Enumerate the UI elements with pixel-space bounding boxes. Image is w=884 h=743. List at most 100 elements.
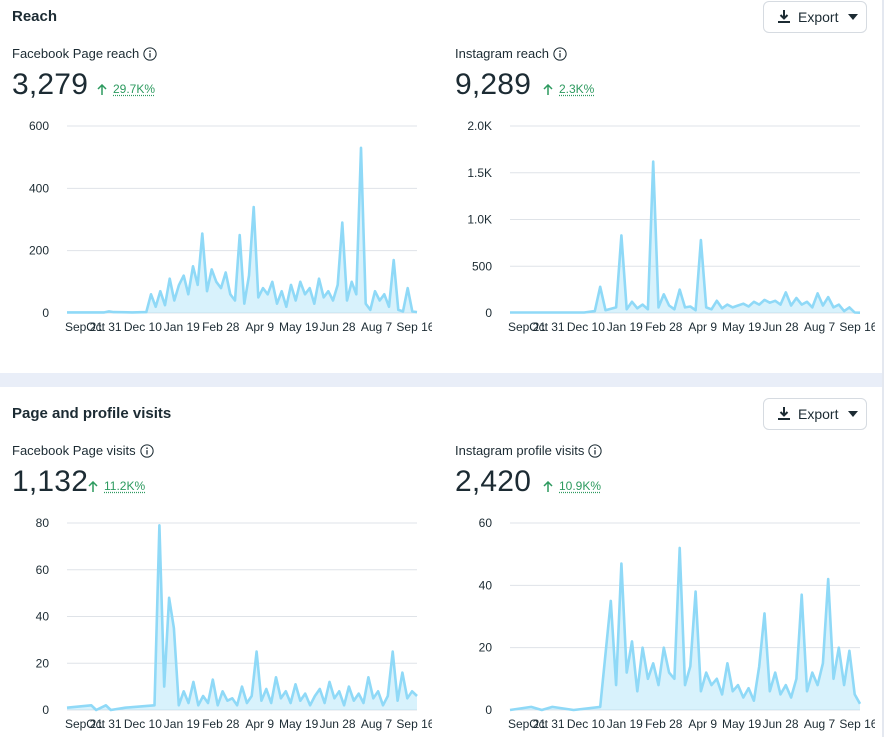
x-tick-label: Feb 28 <box>202 717 240 731</box>
metric-change: 2.3K% <box>543 82 594 96</box>
x-tick-label: Apr 9 <box>245 320 274 334</box>
x-tick-label: Feb 28 <box>202 320 240 334</box>
arrow-up-icon <box>88 480 98 492</box>
instagram-profile-visits-panel: Instagram profile visits 2,420 10.9K% 0 2… <box>455 443 884 743</box>
caret-down-icon <box>848 411 859 417</box>
info-icon[interactable] <box>553 46 567 61</box>
metric-change: 29.7K% <box>97 82 155 96</box>
y-tick-label: 200 <box>29 244 49 258</box>
arrow-up-icon <box>543 83 553 95</box>
y-tick-label: 2.0K <box>467 119 492 133</box>
x-tick-label: Aug 7 <box>804 717 836 731</box>
visits-title: Page and profile visits <box>12 405 172 422</box>
x-tick-label: Sep 21 <box>65 320 103 334</box>
x-tick-label: Jun 28 <box>320 717 356 731</box>
y-tick-label: 60 <box>36 563 50 577</box>
change-percent: 2.3K% <box>559 82 595 96</box>
section-divider <box>0 373 884 387</box>
x-tick-label: Oct 31 <box>86 717 122 731</box>
caret-down-icon <box>848 14 859 20</box>
y-tick-label: 40 <box>36 610 50 624</box>
y-tick-label: 20 <box>36 656 50 670</box>
instagram-reach-panel: Instagram reach 9,289 2.3K% 0 500 1.0K 1.5K… <box>455 46 884 346</box>
x-tick-label: Jun 28 <box>763 717 799 731</box>
y-tick-label: 0 <box>485 703 492 717</box>
x-tick-label: Oct 31 <box>529 717 565 731</box>
x-tick-label: Feb 28 <box>645 320 683 334</box>
series-area <box>510 161 860 313</box>
x-tick-label: Jun 28 <box>763 320 799 334</box>
y-tick-label: 0 <box>42 306 49 320</box>
x-tick-label: May 19 <box>279 320 319 334</box>
download-icon <box>778 407 790 420</box>
metric-label: Instagram reach <box>455 46 549 61</box>
x-tick-label: Jan 19 <box>164 717 200 731</box>
metric-value: 1,132 <box>12 465 89 498</box>
x-tick-label: Apr 9 <box>688 320 717 334</box>
series-line <box>66 524 418 712</box>
info-icon[interactable] <box>143 46 157 61</box>
x-tick-label: Feb 28 <box>645 717 683 731</box>
metric-label: Instagram profile visits <box>455 443 585 458</box>
x-tick-label: Sep 16 <box>839 320 875 334</box>
x-tick-label: Jun 28 <box>320 320 356 334</box>
x-tick-label: Oct 31 <box>529 320 565 334</box>
metric-label: Facebook Page visits <box>12 443 136 458</box>
x-tick-label: Aug 7 <box>804 320 836 334</box>
change-percent: 29.7K% <box>113 82 156 96</box>
change-percent: 11.2K% <box>104 479 146 493</box>
y-tick-label: 400 <box>29 181 49 195</box>
y-tick-label: 60 <box>479 516 493 530</box>
x-tick-label: Jan 19 <box>607 320 643 334</box>
arrow-up-icon <box>543 480 553 492</box>
change-percent: 10.9K% <box>559 479 602 493</box>
x-tick-label: Apr 9 <box>245 717 274 731</box>
x-tick-label: May 19 <box>722 320 762 334</box>
reach-section: Reach Export Facebook Page reach 3,279 2… <box>12 1 884 346</box>
y-tick-label: 0 <box>485 306 492 320</box>
info-icon[interactable] <box>139 443 154 458</box>
metric-label: Facebook Page reach <box>12 46 140 61</box>
series-line <box>509 546 862 712</box>
x-tick-label: May 19 <box>279 717 319 731</box>
x-tick-label: Sep 16 <box>396 717 432 731</box>
x-tick-label: May 19 <box>722 717 762 731</box>
export-label: Export <box>798 406 839 422</box>
metric-change: 11.2K% <box>88 479 145 493</box>
series-line <box>510 160 861 314</box>
x-tick-label: Dec 10 <box>124 717 162 731</box>
y-tick-label: 600 <box>29 119 49 133</box>
x-tick-label: Dec 10 <box>567 320 605 334</box>
facebook-page-visits-panel: Facebook Page visits 1,132 11.2K% 0 20 40 6… <box>12 443 442 743</box>
x-tick-label: Aug 7 <box>361 320 393 334</box>
x-tick-label: Dec 10 <box>124 320 162 334</box>
metric-value: 9,289 <box>455 68 532 101</box>
info-icon[interactable] <box>588 443 602 458</box>
x-tick-label: Sep 16 <box>839 717 875 731</box>
y-tick-label: 1.5K <box>467 166 492 180</box>
y-tick-label: 40 <box>479 578 493 592</box>
x-tick-label: Sep 21 <box>508 320 546 334</box>
download-icon <box>778 10 790 23</box>
metric-value: 2,420 <box>455 465 532 498</box>
reach-export-button[interactable]: Export <box>763 1 867 33</box>
visits-section: Page and profile visits Export Facebook … <box>0 387 882 737</box>
x-tick-label: Oct 31 <box>86 320 122 334</box>
x-tick-label: Dec 10 <box>567 717 605 731</box>
series-area <box>510 547 860 710</box>
y-tick-label: 500 <box>472 259 492 273</box>
y-tick-label: 1.0K <box>467 213 492 227</box>
x-tick-label: Apr 9 <box>688 717 717 731</box>
metric-change: 10.9K% <box>543 479 601 493</box>
x-tick-label: Jan 19 <box>164 320 200 334</box>
visits-export-button[interactable]: Export <box>763 398 867 430</box>
export-label: Export <box>798 9 839 25</box>
reach-title: Reach <box>12 8 58 25</box>
x-tick-label: Jan 19 <box>607 717 643 731</box>
series-area <box>67 525 417 710</box>
y-tick-label: 0 <box>42 703 49 717</box>
